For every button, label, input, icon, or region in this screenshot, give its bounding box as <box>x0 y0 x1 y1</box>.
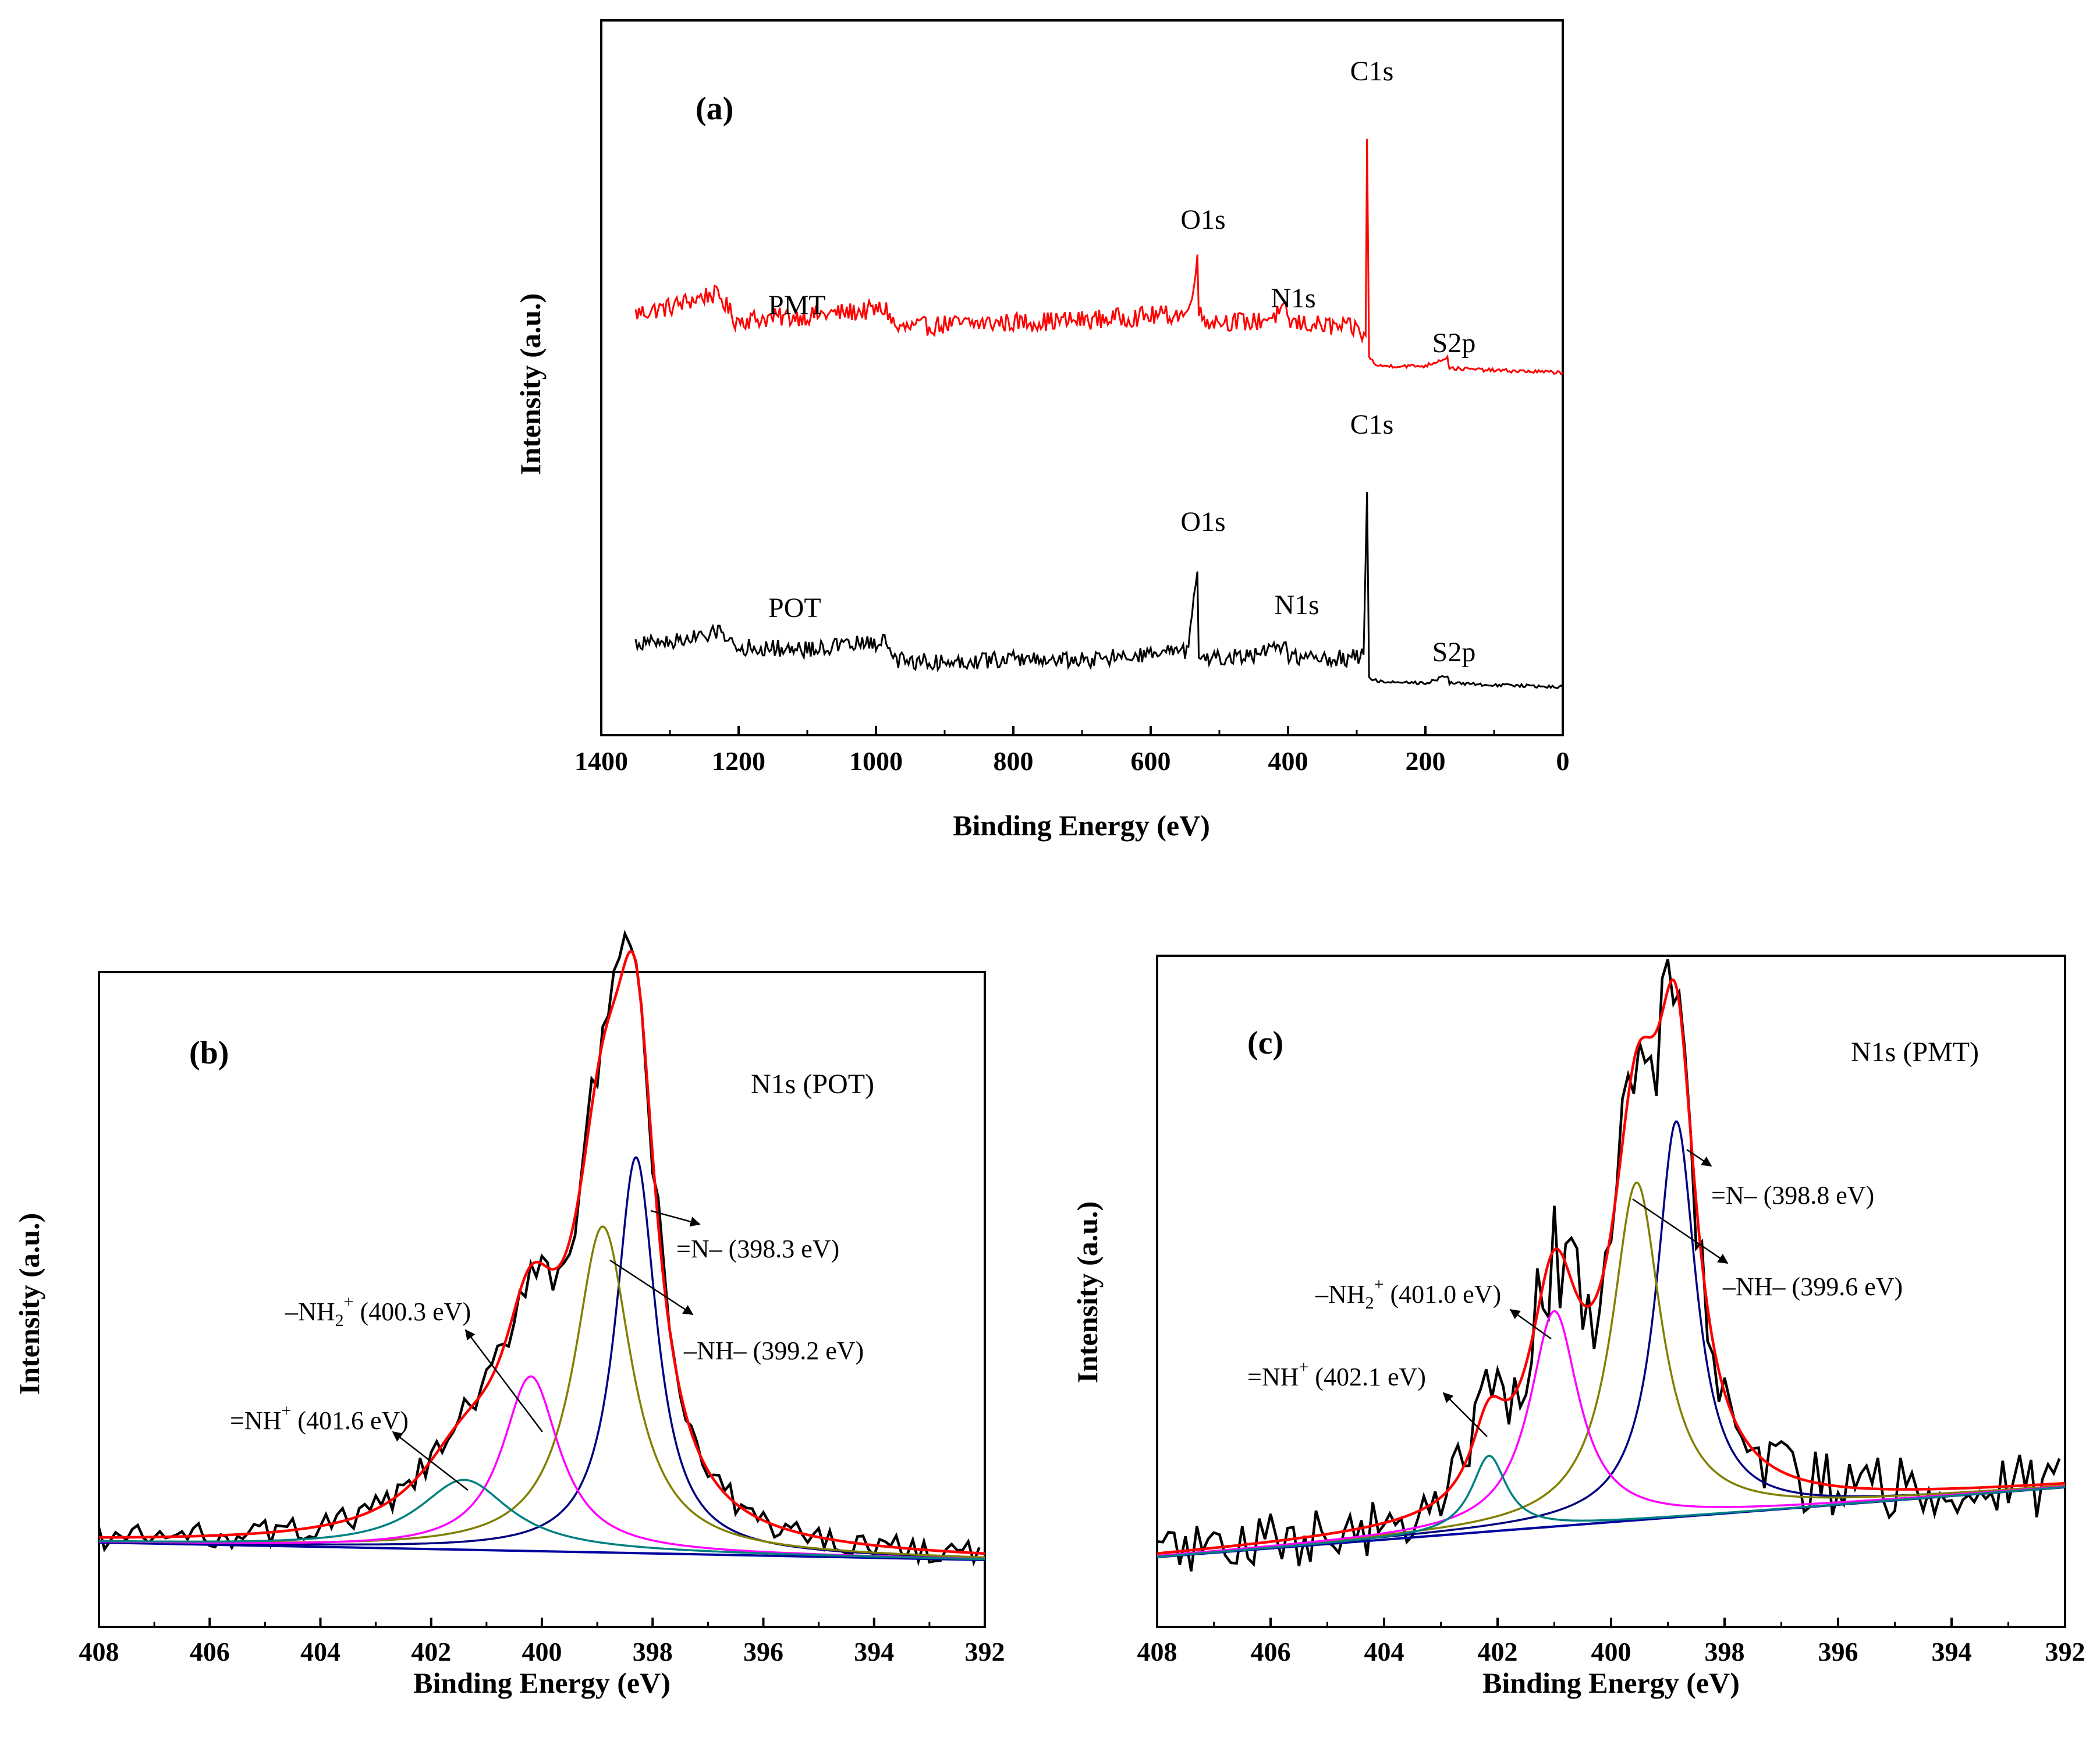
label-c-nh: –NH– (399.6 eV) <box>1722 1272 1903 1301</box>
c-tick-label: 394 <box>1932 1637 1972 1667</box>
panel-a-tick-label: 800 <box>994 746 1034 776</box>
b-tick-label: 398 <box>633 1637 673 1667</box>
label-c-nh2-sub: 2 <box>1365 1293 1374 1313</box>
panel-a-tick-label: 200 <box>1406 746 1446 776</box>
arrow-c-n <box>1686 1148 1712 1167</box>
peak-label-s2p-pot: S2p <box>1432 637 1476 668</box>
panel-c-letter: (c) <box>1247 1025 1283 1061</box>
panel-c-series <box>1157 959 2066 1572</box>
arrow-c-nh2 <box>1509 1309 1552 1340</box>
series-label-pot: POT <box>768 593 821 623</box>
peak-label-o1s-pmt: O1s <box>1180 204 1225 235</box>
c-tick-label: 400 <box>1591 1637 1631 1667</box>
peak-label-o1s-pot: O1s <box>1180 506 1225 537</box>
panel-a-y-axis-title: Intensity (a.u.) <box>514 293 547 476</box>
arrow-b-nh <box>609 1259 694 1316</box>
c-component-line-4 <box>1157 1455 2066 1558</box>
label-b-nhp-text: =NH <box>230 1406 281 1435</box>
label-c-nh2-energy: (401.0 eV) <box>1384 1280 1501 1309</box>
label-c-nhp-text: =NH <box>1247 1363 1299 1391</box>
c-component-line-3 <box>1157 1310 2066 1557</box>
label-c-nh2-text: –NH <box>1315 1280 1365 1309</box>
label-c-nhp: =NH+ (402.1 eV) <box>1247 1357 1426 1391</box>
panel-a-frame <box>600 19 1564 736</box>
series-line-pmt <box>634 139 1564 375</box>
panel-c-y-axis-title: Intensity (a.u.) <box>1071 1201 1104 1384</box>
panel-c-x-ticks: 408 406 404 402 400 398 396 394 392 <box>1137 1618 2085 1667</box>
arrow-b-nhp <box>392 1431 469 1491</box>
c-tick-label: 402 <box>1478 1637 1518 1667</box>
panel-c-x-axis-title: Binding Energy (eV) <box>1482 1667 1740 1699</box>
arrow-c-nhp <box>1442 1392 1488 1437</box>
panel-a-series <box>634 139 1564 689</box>
series-line-pot <box>634 492 1563 689</box>
b-tick-label: 392 <box>965 1637 1005 1667</box>
c-tick-label: 396 <box>1818 1637 1858 1667</box>
label-b-n: =N– (398.3 eV) <box>676 1235 839 1263</box>
label-b-nhp-sup: + <box>281 1401 291 1420</box>
panel-a-x-axis-title: Binding Energy (eV) <box>953 809 1210 842</box>
peak-label-c1s-pmt: C1s <box>1350 56 1394 87</box>
b-tick-label: 404 <box>300 1637 340 1667</box>
c-envelope-line <box>1157 978 2066 1555</box>
c-tick-label: 398 <box>1705 1637 1745 1667</box>
arrow-c-nh <box>1632 1198 1729 1264</box>
series-label-pmt: PMT <box>768 290 826 321</box>
label-b-nhp-energy: (401.6 eV) <box>291 1406 409 1435</box>
panel-a-survey-spectrum: 1400 1200 1000 800 600 400 200 0 (a) Binding En… <box>514 19 1570 842</box>
b-tick-label: 394 <box>854 1637 894 1667</box>
panel-b-y-axis-title: Intensity (a.u.) <box>13 1213 45 1395</box>
panel-b-x-ticks: 408 406 404 402 400 398 396 394 392 <box>79 1618 1005 1667</box>
panel-b-series <box>97 930 985 1567</box>
panel-a-tick-label: 1000 <box>849 746 903 776</box>
label-b-nh2-energy: (400.3 eV) <box>353 1297 471 1326</box>
arrow-b-nh2 <box>464 1329 543 1433</box>
label-c-n: =N– (398.8 eV) <box>1711 1181 1874 1210</box>
label-b-nh2-text: –NH <box>285 1297 335 1326</box>
c-tick-label: 408 <box>1137 1637 1177 1667</box>
panel-b-letter: (b) <box>189 1035 229 1071</box>
peak-label-s2p-pmt: S2p <box>1432 328 1476 359</box>
panel-b-title: N1s (POT) <box>751 1069 874 1100</box>
peak-label-n1s-pot: N1s <box>1274 590 1319 621</box>
b-component-line-3 <box>99 1375 985 1561</box>
panel-a-tick-label: 400 <box>1268 746 1308 776</box>
panel-a-x-ticks: 1400 1200 1000 800 600 400 200 0 <box>574 726 1570 776</box>
panel-a-tick-label: 1200 <box>712 746 765 776</box>
panel-c-title: N1s (PMT) <box>1851 1037 1979 1068</box>
panel-a-tick-label: 600 <box>1131 746 1171 776</box>
b-tick-label: 402 <box>411 1637 451 1667</box>
panel-a-tick-label: 1400 <box>574 746 628 776</box>
label-b-nhp: =NH+ (401.6 eV) <box>230 1401 409 1435</box>
b-tick-label: 406 <box>190 1637 230 1667</box>
panel-b-x-axis-title: Binding Energy (eV) <box>413 1667 671 1699</box>
label-c-nhp-energy: (402.1 eV) <box>1308 1363 1426 1391</box>
b-tick-label: 396 <box>743 1637 783 1667</box>
arrow-b-n <box>650 1210 701 1227</box>
panel-a-tick-label: 0 <box>1556 746 1570 776</box>
b-background-line <box>98 1541 985 1561</box>
panel-c-n1s-pmt: 408 406 404 402 400 398 396 394 392 (c) N1s (PMT… <box>1071 955 2085 1699</box>
c-tick-label: 404 <box>1364 1637 1404 1667</box>
label-c-nh2: –NH2+ (401.0 eV) <box>1315 1275 1501 1313</box>
label-b-nh: –NH– (399.2 eV) <box>683 1336 864 1365</box>
b-component-line-4 <box>99 1478 985 1561</box>
b-tick-label: 408 <box>79 1637 119 1667</box>
panel-a-letter: (a) <box>696 91 733 127</box>
b-tick-label: 400 <box>522 1637 562 1667</box>
c-tick-label: 406 <box>1251 1637 1291 1667</box>
b-raw-data-line <box>97 930 981 1567</box>
b-envelope-line <box>99 950 985 1555</box>
c-tick-label: 392 <box>2045 1637 2085 1667</box>
label-b-nh2-sup: + <box>344 1292 354 1311</box>
peak-label-n1s-pmt: N1s <box>1271 283 1315 314</box>
label-b-nh2: –NH2+ (400.3 eV) <box>285 1292 471 1330</box>
label-c-nh2-sup: + <box>1374 1275 1384 1294</box>
panel-b-n1s-pot: 408 406 404 402 400 398 396 394 392 (b) N1s (POT… <box>13 930 1005 1699</box>
label-b-nh2-sub: 2 <box>335 1311 344 1330</box>
peak-label-c1s-pot: C1s <box>1350 409 1394 440</box>
label-c-nhp-sup: + <box>1299 1357 1308 1377</box>
